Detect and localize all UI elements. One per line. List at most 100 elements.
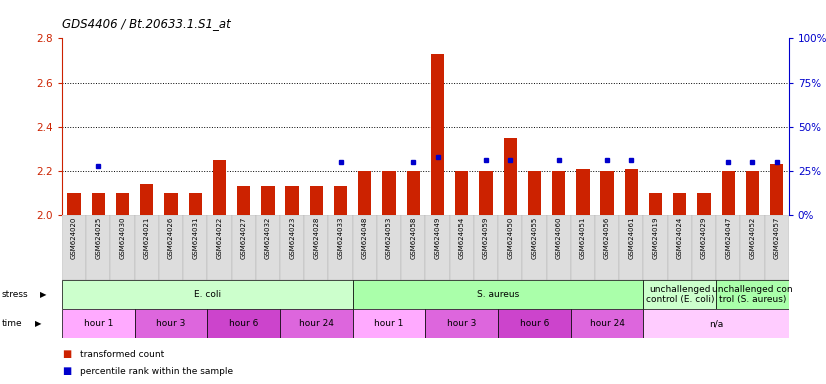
Bar bbox=[425, 215, 449, 280]
Bar bbox=[261, 186, 274, 215]
Bar bbox=[92, 193, 105, 215]
Bar bbox=[135, 215, 159, 280]
Bar bbox=[425, 309, 498, 338]
Text: hour 1: hour 1 bbox=[83, 319, 113, 328]
Bar bbox=[692, 215, 716, 280]
Bar bbox=[188, 193, 202, 215]
Bar bbox=[237, 186, 250, 215]
Text: GSM624021: GSM624021 bbox=[144, 217, 150, 259]
Bar bbox=[595, 215, 620, 280]
Text: GSM624053: GSM624053 bbox=[386, 217, 392, 259]
Text: GSM624058: GSM624058 bbox=[411, 217, 416, 259]
Text: GSM624056: GSM624056 bbox=[604, 217, 610, 259]
Text: GSM624030: GSM624030 bbox=[120, 217, 126, 260]
Bar bbox=[207, 215, 231, 280]
Bar bbox=[280, 215, 304, 280]
Bar bbox=[474, 215, 498, 280]
Bar bbox=[280, 309, 353, 338]
Text: S. aureus: S. aureus bbox=[477, 290, 520, 299]
Bar bbox=[673, 193, 686, 215]
Text: hour 3: hour 3 bbox=[156, 319, 186, 328]
Bar bbox=[722, 171, 735, 215]
Bar bbox=[213, 160, 226, 215]
Bar bbox=[334, 186, 347, 215]
Bar bbox=[479, 171, 492, 215]
Text: percentile rank within the sample: percentile rank within the sample bbox=[80, 367, 233, 376]
Bar bbox=[353, 309, 425, 338]
Bar bbox=[401, 215, 425, 280]
Bar bbox=[643, 215, 667, 280]
Bar bbox=[552, 171, 565, 215]
Text: GSM624055: GSM624055 bbox=[531, 217, 538, 259]
Bar bbox=[504, 138, 517, 215]
Text: GSM624050: GSM624050 bbox=[507, 217, 513, 259]
Bar bbox=[601, 171, 614, 215]
Bar bbox=[353, 215, 377, 280]
Text: GSM624033: GSM624033 bbox=[338, 217, 344, 260]
Bar bbox=[765, 215, 789, 280]
Text: unchallenged con
trol (S. aureus): unchallenged con trol (S. aureus) bbox=[712, 285, 793, 305]
Bar bbox=[547, 215, 571, 280]
Bar bbox=[620, 215, 643, 280]
Bar bbox=[746, 171, 759, 215]
Text: hour 3: hour 3 bbox=[447, 319, 477, 328]
Bar bbox=[62, 280, 353, 309]
Bar bbox=[697, 193, 710, 215]
Text: hour 1: hour 1 bbox=[374, 319, 404, 328]
Text: GSM624028: GSM624028 bbox=[313, 217, 320, 259]
Text: ▶: ▶ bbox=[35, 319, 41, 328]
Text: GSM624020: GSM624020 bbox=[71, 217, 77, 259]
Bar bbox=[353, 280, 643, 309]
Text: time: time bbox=[2, 319, 22, 328]
Bar bbox=[667, 215, 692, 280]
Bar bbox=[377, 215, 401, 280]
Bar bbox=[159, 215, 183, 280]
Bar bbox=[406, 171, 420, 215]
Text: transformed count: transformed count bbox=[80, 350, 164, 359]
Text: hour 24: hour 24 bbox=[299, 319, 334, 328]
Bar bbox=[62, 215, 86, 280]
Bar bbox=[256, 215, 280, 280]
Bar bbox=[643, 309, 789, 338]
Bar bbox=[624, 169, 638, 215]
Bar bbox=[207, 309, 280, 338]
Bar bbox=[716, 215, 740, 280]
Bar bbox=[111, 215, 135, 280]
Text: hour 24: hour 24 bbox=[590, 319, 624, 328]
Bar bbox=[522, 215, 547, 280]
Bar bbox=[304, 215, 329, 280]
Bar bbox=[62, 309, 135, 338]
Bar bbox=[183, 215, 207, 280]
Bar bbox=[449, 215, 474, 280]
Text: GSM624022: GSM624022 bbox=[216, 217, 222, 259]
Bar bbox=[382, 171, 396, 215]
Text: n/a: n/a bbox=[709, 319, 724, 328]
Bar bbox=[164, 193, 178, 215]
Bar bbox=[528, 171, 541, 215]
Bar bbox=[498, 309, 571, 338]
Text: hour 6: hour 6 bbox=[229, 319, 259, 328]
Text: GDS4406 / Bt.20633.1.S1_at: GDS4406 / Bt.20633.1.S1_at bbox=[62, 17, 230, 30]
Bar bbox=[310, 186, 323, 215]
Bar bbox=[643, 280, 716, 309]
Text: GSM624052: GSM624052 bbox=[749, 217, 756, 259]
Bar bbox=[286, 186, 299, 215]
Text: GSM624025: GSM624025 bbox=[95, 217, 102, 259]
Text: E. coli: E. coli bbox=[194, 290, 221, 299]
Text: GSM624047: GSM624047 bbox=[725, 217, 731, 259]
Bar bbox=[140, 184, 154, 215]
Bar bbox=[649, 193, 662, 215]
Text: GSM624059: GSM624059 bbox=[483, 217, 489, 259]
Text: stress: stress bbox=[2, 290, 28, 299]
Text: GSM624019: GSM624019 bbox=[653, 217, 658, 260]
Text: GSM624032: GSM624032 bbox=[265, 217, 271, 259]
Text: unchallenged
control (E. coli): unchallenged control (E. coli) bbox=[646, 285, 714, 305]
Bar bbox=[431, 54, 444, 215]
Text: GSM624026: GSM624026 bbox=[168, 217, 174, 259]
Bar bbox=[86, 215, 111, 280]
Bar bbox=[571, 215, 595, 280]
Text: ▶: ▶ bbox=[40, 290, 46, 299]
Bar bbox=[740, 215, 765, 280]
Bar bbox=[231, 215, 256, 280]
Text: GSM624049: GSM624049 bbox=[434, 217, 440, 259]
